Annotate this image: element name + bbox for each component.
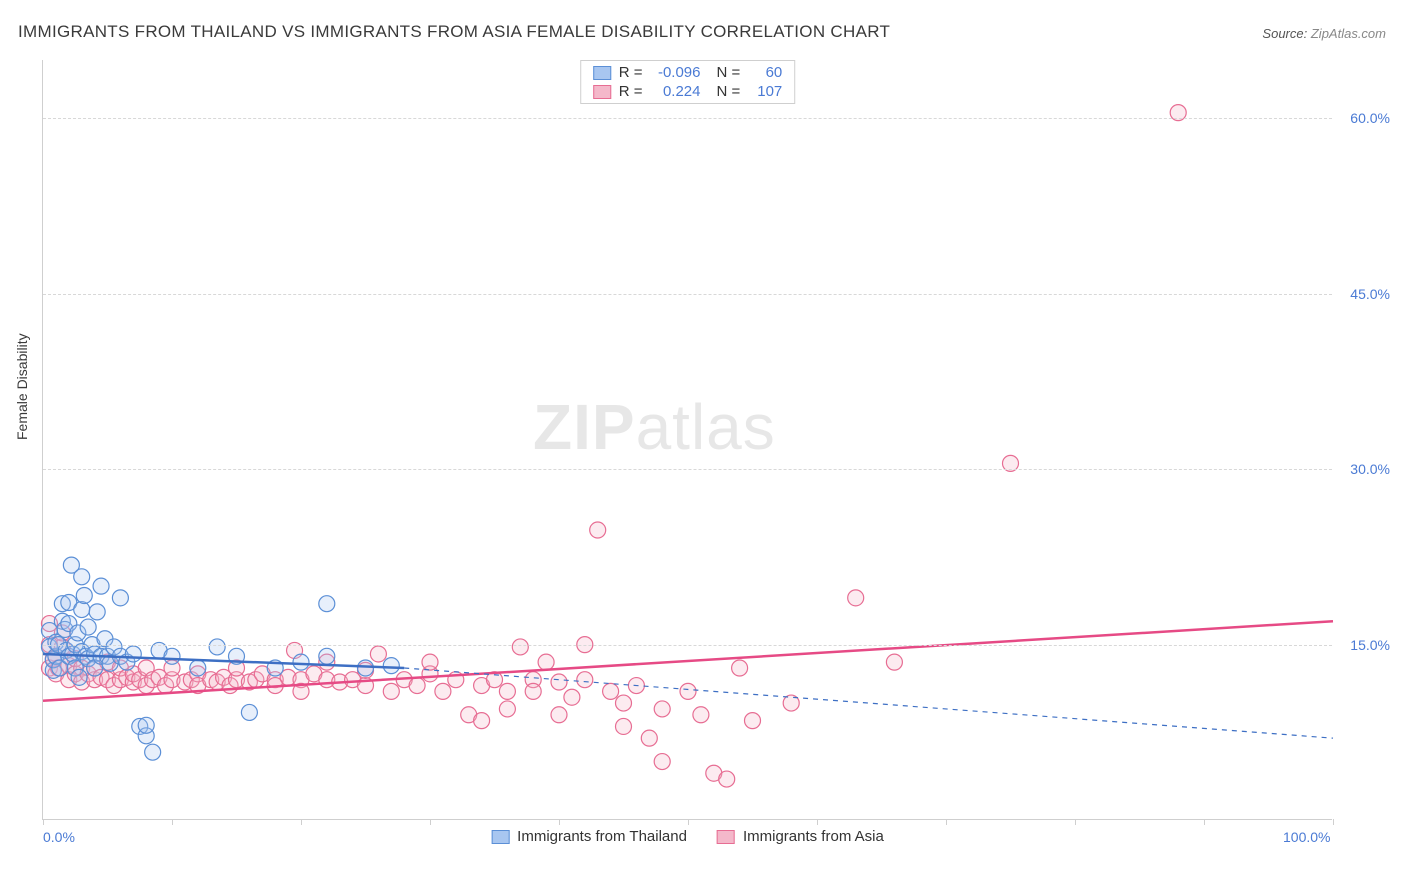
data-point <box>474 713 490 729</box>
source-label: Source: <box>1262 26 1307 41</box>
data-point <box>80 619 96 635</box>
data-point <box>538 654 554 670</box>
r-value: -0.096 <box>651 64 701 81</box>
x-tick-label: 0.0% <box>43 829 75 845</box>
data-point <box>76 588 92 604</box>
n-label: N = <box>717 83 741 100</box>
data-point <box>745 713 761 729</box>
legend-swatch <box>491 830 509 844</box>
data-point <box>89 604 105 620</box>
x-tick <box>817 819 818 825</box>
gridline-h <box>43 645 1332 646</box>
series-label: Immigrants from Thailand <box>517 828 687 845</box>
data-point <box>577 672 593 688</box>
data-point <box>693 707 709 723</box>
n-value: 107 <box>748 83 782 100</box>
data-point <box>512 639 528 655</box>
data-point <box>145 744 161 760</box>
data-point <box>93 578 109 594</box>
legend-swatch <box>593 66 611 80</box>
data-point <box>71 669 87 685</box>
x-tick <box>1075 819 1076 825</box>
data-point <box>616 695 632 711</box>
series-label: Immigrants from Asia <box>743 828 884 845</box>
data-point <box>112 590 128 606</box>
gridline-h <box>43 469 1332 470</box>
data-point <box>499 683 515 699</box>
data-point <box>74 569 90 585</box>
y-tick-label: 15.0% <box>1350 637 1390 653</box>
regression-line <box>404 668 1333 738</box>
r-value: 0.224 <box>651 83 701 100</box>
data-point <box>616 718 632 734</box>
data-point <box>125 646 141 662</box>
data-point <box>603 683 619 699</box>
data-point <box>680 683 696 699</box>
data-point <box>564 689 580 705</box>
series-legend-item: Immigrants from Thailand <box>491 828 687 845</box>
y-tick-label: 45.0% <box>1350 286 1390 302</box>
data-point <box>551 707 567 723</box>
x-tick <box>688 819 689 825</box>
n-value: 60 <box>748 64 782 81</box>
stats-legend-row: R = 0.224 N = 107 <box>581 82 795 101</box>
gridline-h <box>43 294 1332 295</box>
plot-area: R =-0.096N =60R =0.224N =107 ZIPatlas Im… <box>42 60 1332 820</box>
series-legend: Immigrants from Thailand Immigrants from … <box>491 828 884 845</box>
x-tick <box>946 819 947 825</box>
legend-swatch <box>593 85 611 99</box>
data-point <box>164 648 180 664</box>
correlation-chart: IMMIGRANTS FROM THAILAND VS IMMIGRANTS F… <box>0 0 1406 892</box>
data-point <box>886 654 902 670</box>
x-tick-label: 100.0% <box>1283 829 1330 845</box>
r-label: R = <box>619 64 643 81</box>
x-tick <box>172 819 173 825</box>
y-tick-label: 60.0% <box>1350 110 1390 126</box>
data-point <box>209 639 225 655</box>
x-tick <box>1333 819 1334 825</box>
data-point <box>732 660 748 676</box>
data-point <box>719 771 735 787</box>
x-tick <box>559 819 560 825</box>
chart-title: IMMIGRANTS FROM THAILAND VS IMMIGRANTS F… <box>18 22 890 42</box>
y-tick-label: 30.0% <box>1350 461 1390 477</box>
data-point <box>499 701 515 717</box>
data-point <box>74 602 90 618</box>
data-point <box>293 654 309 670</box>
source-attribution: Source: ZipAtlas.com <box>1262 26 1386 41</box>
data-point <box>848 590 864 606</box>
data-point <box>358 660 374 676</box>
gridline-h <box>43 118 1332 119</box>
data-point <box>383 683 399 699</box>
data-point <box>138 717 154 733</box>
plot-svg <box>43 60 1332 819</box>
y-axis-label: Female Disability <box>14 333 30 440</box>
data-point <box>370 646 386 662</box>
x-tick <box>430 819 431 825</box>
data-point <box>383 658 399 674</box>
data-point <box>241 704 257 720</box>
data-point <box>422 654 438 670</box>
data-point <box>654 754 670 770</box>
data-point <box>435 683 451 699</box>
series-legend-item: Immigrants from Asia <box>717 828 884 845</box>
data-point <box>190 660 206 676</box>
data-point <box>654 701 670 717</box>
data-point <box>525 683 541 699</box>
x-tick <box>301 819 302 825</box>
legend-swatch <box>717 830 735 844</box>
data-point <box>319 648 335 664</box>
x-tick <box>1204 819 1205 825</box>
data-point <box>551 674 567 690</box>
source-value: ZipAtlas.com <box>1311 26 1386 41</box>
n-label: N = <box>717 64 741 81</box>
r-label: R = <box>619 83 643 100</box>
data-point <box>409 678 425 694</box>
stats-legend: R = -0.096 N = 60 R = 0.224 N = 107 <box>580 60 796 104</box>
data-point <box>319 596 335 612</box>
stats-legend-row: R = -0.096 N = 60 <box>581 63 795 82</box>
x-tick <box>43 819 44 825</box>
data-point <box>641 730 657 746</box>
data-point <box>590 522 606 538</box>
